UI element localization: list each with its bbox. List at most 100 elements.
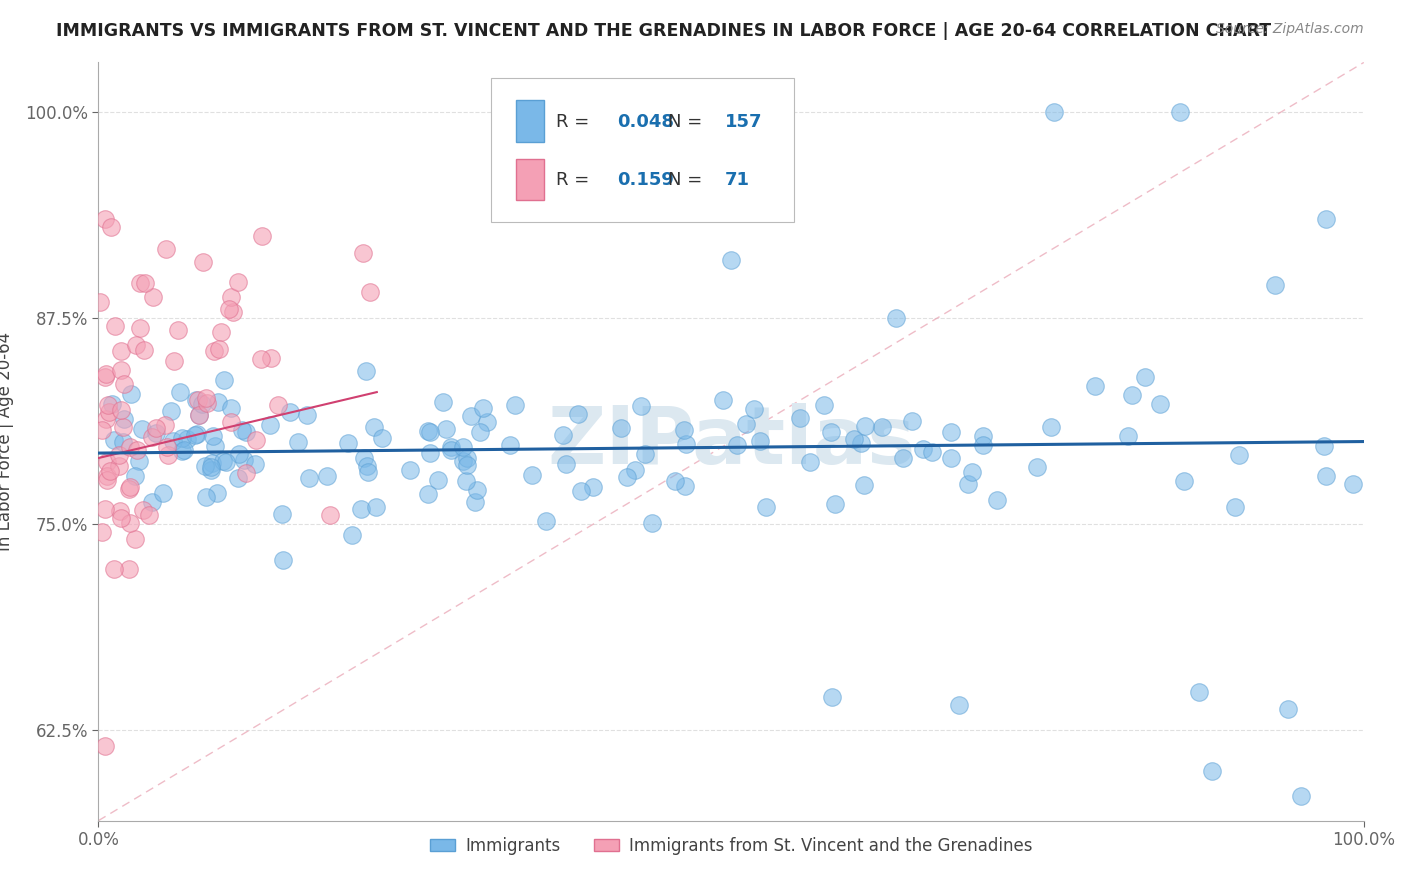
Point <box>353 450 375 465</box>
Point <box>120 387 142 401</box>
Point <box>623 463 645 477</box>
Point <box>221 290 243 304</box>
Point <box>232 453 254 467</box>
Point <box>245 433 267 447</box>
Point <box>1084 379 1107 393</box>
Point <box>1116 429 1139 443</box>
Point <box>939 425 962 439</box>
Point <box>340 527 363 541</box>
Point <box>884 310 907 325</box>
Point <box>571 483 593 498</box>
Point <box>555 457 578 471</box>
Point <box>973 438 995 452</box>
Point <box>337 435 360 450</box>
Point <box>172 430 194 444</box>
Text: Source: ZipAtlas.com: Source: ZipAtlas.com <box>1216 22 1364 37</box>
Point <box>205 486 228 500</box>
Point <box>208 342 231 356</box>
Point <box>96 469 118 483</box>
Point <box>273 553 295 567</box>
Point <box>110 344 132 359</box>
Point <box>553 428 575 442</box>
Point <box>157 448 180 462</box>
Point <box>842 432 865 446</box>
Point <box>188 409 211 423</box>
Point <box>110 511 132 525</box>
Point <box>141 290 163 304</box>
Point <box>451 454 474 468</box>
Point <box>1313 439 1336 453</box>
Point <box>118 440 141 454</box>
Point <box>287 434 309 449</box>
Point <box>212 454 235 468</box>
Point <box>1201 764 1223 779</box>
Point <box>1315 212 1337 227</box>
Point <box>610 421 633 435</box>
Point <box>352 246 374 260</box>
Point <box>124 469 146 483</box>
Text: ZIPatlas: ZIPatlas <box>547 402 915 481</box>
Point <box>117 562 139 576</box>
Point <box>243 457 266 471</box>
Point <box>748 434 770 448</box>
Point <box>813 398 835 412</box>
Point <box>202 344 225 359</box>
Point <box>1277 701 1299 715</box>
Point <box>132 502 155 516</box>
Point <box>278 405 301 419</box>
Point <box>499 437 522 451</box>
Point <box>464 495 486 509</box>
Point <box>141 495 163 509</box>
Point <box>194 459 217 474</box>
Point <box>470 425 492 440</box>
Point <box>156 440 179 454</box>
Point <box>295 408 318 422</box>
Point <box>129 321 152 335</box>
Point <box>1341 476 1364 491</box>
Point <box>520 467 543 482</box>
Text: 0.159: 0.159 <box>617 171 673 189</box>
Point <box>350 502 373 516</box>
Point <box>962 465 984 479</box>
Point <box>536 514 558 528</box>
Point <box>134 276 156 290</box>
Point <box>567 407 589 421</box>
Point <box>398 463 420 477</box>
Point <box>630 399 652 413</box>
Point <box>267 398 290 412</box>
Point <box>419 425 441 439</box>
Point <box>419 446 441 460</box>
Point <box>131 421 153 435</box>
Point <box>440 442 463 457</box>
Point <box>1026 460 1049 475</box>
Point <box>1133 370 1156 384</box>
Point <box>1264 277 1286 292</box>
Point <box>465 483 488 497</box>
Point <box>128 454 150 468</box>
Point <box>100 220 122 235</box>
Point <box>221 401 243 415</box>
Point <box>118 482 141 496</box>
Point <box>948 698 970 713</box>
Point <box>218 301 240 316</box>
Point <box>155 243 177 257</box>
Point <box>100 397 122 411</box>
Text: N =: N = <box>668 112 707 130</box>
Point <box>91 525 114 540</box>
Text: R =: R = <box>557 171 596 189</box>
Point <box>456 458 478 473</box>
Point <box>195 391 218 405</box>
Point <box>849 435 872 450</box>
Point <box>97 398 120 412</box>
Point <box>129 277 152 291</box>
Y-axis label: In Labor Force | Age 20-64: In Labor Force | Age 20-64 <box>0 332 14 551</box>
Text: 0.048: 0.048 <box>617 112 675 130</box>
Point <box>231 423 253 437</box>
Point <box>872 419 894 434</box>
Point <box>853 418 876 433</box>
Point <box>821 690 844 704</box>
Point <box>212 373 235 387</box>
Point <box>167 323 190 337</box>
Point <box>207 395 229 409</box>
Point <box>187 393 209 408</box>
